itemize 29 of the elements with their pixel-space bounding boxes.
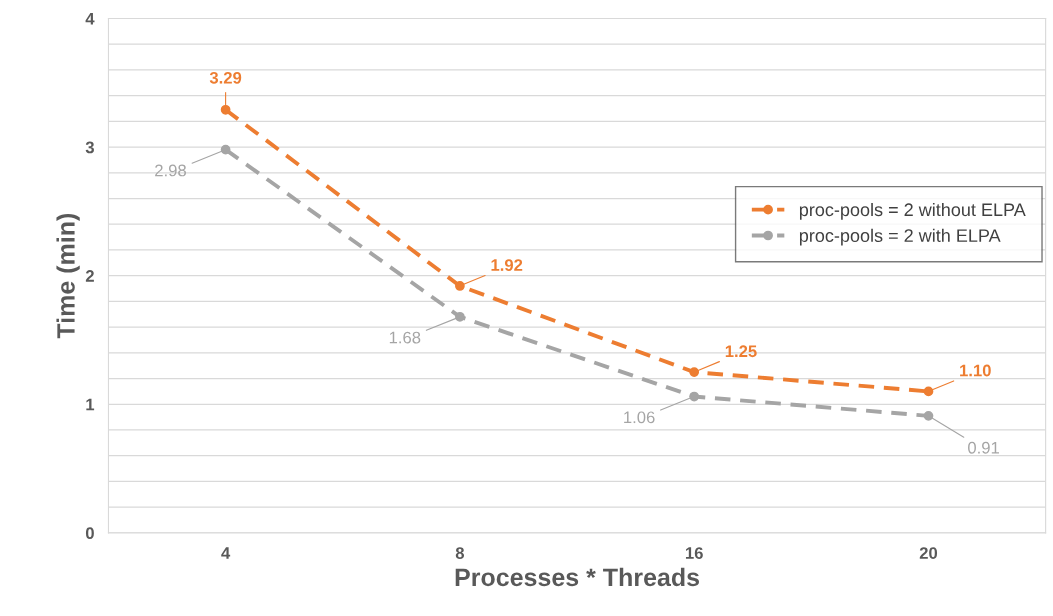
data-label: 1.06 [624, 411, 655, 424]
point [455, 281, 465, 291]
point [455, 311, 465, 322]
y-tick-label: 1 [86, 398, 95, 411]
data-label: 1.10 [960, 364, 991, 377]
x-tick-label: 20 [919, 547, 938, 559]
x-tick-label: 16 [685, 547, 703, 559]
data-label: 2.98 [155, 164, 186, 177]
x-tick-label: 4 [221, 547, 231, 559]
point [689, 391, 700, 402]
legend-label: proc-pools = 2 with ELPA [799, 228, 1001, 246]
point [923, 386, 934, 397]
data-label: 1.68 [389, 331, 421, 344]
legend-label: proc-pools = 2 without ELPA [799, 202, 1026, 220]
y-tick-label: 0 [85, 527, 94, 540]
x-tick-label: 8 [455, 547, 465, 559]
point [220, 104, 231, 115]
y-tick-label: 3 [85, 141, 94, 154]
data-label: 1.92 [491, 259, 523, 271]
point [220, 144, 231, 155]
y-tick-label: 4 [85, 13, 95, 25]
data-label: 3.29 [209, 71, 242, 84]
data-label: 0.91 [968, 441, 999, 454]
y-tick-label: 2 [85, 270, 94, 282]
y-axis-title: Time (min) [56, 213, 80, 339]
point [923, 410, 934, 421]
x-axis-title: Processes * Threads [455, 567, 700, 587]
data-label: 1.25 [725, 345, 757, 358]
point [689, 367, 700, 377]
